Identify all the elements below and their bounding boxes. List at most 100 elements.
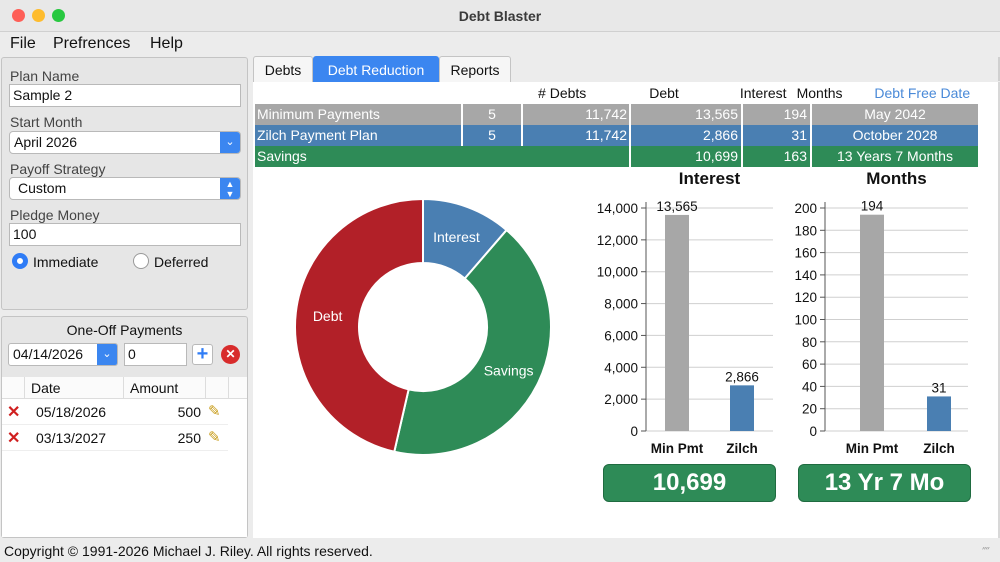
summary-row-minimum[interactable]: Minimum Payments 5 11,742 13,565 194 May… [255, 104, 978, 125]
remove-payment-icon[interactable]: ✕ [221, 345, 240, 364]
menu-help[interactable]: Help [150, 35, 183, 52]
one-off-payments-table: Date Amount ✕ 05/18/2026 500 ✎ ✕ 03/13/2… [2, 377, 247, 537]
row-debt: 11,742 [585, 127, 627, 143]
start-month-combo[interactable]: April 2026 ⌄ [9, 131, 241, 154]
column-header-amount[interactable]: Amount [124, 377, 206, 399]
row-debts: 5 [488, 127, 496, 143]
column-header-date[interactable]: Date [24, 377, 124, 399]
row-months: 194 [783, 106, 807, 122]
summary-row-savings[interactable]: Savings 10,699 163 13 Years 7 Months [255, 146, 978, 167]
row-date: 13 Years 7 Months [837, 148, 953, 164]
bar-chart-title: Interest [679, 169, 741, 188]
header-debt-free-date: Debt Free Date [847, 82, 998, 103]
bar-data-label: 194 [861, 199, 884, 214]
delete-row-icon[interactable]: ✕ [7, 404, 21, 421]
deferred-label: Deferred [154, 254, 209, 270]
window-title: Debt Blaster [458, 8, 542, 24]
menu-bar: File Prefrences Help [0, 33, 1000, 57]
one-off-amount-input[interactable]: 0 [124, 343, 187, 366]
pledge-money-input[interactable]: 100 [9, 223, 241, 246]
start-month-label: Start Month [10, 114, 83, 130]
y-tick-label: 6,000 [604, 328, 638, 343]
one-off-date-picker[interactable]: 04/14/2026 ⌄ [8, 343, 118, 366]
donut-slice-savings [393, 228, 552, 456]
minimize-window-icon[interactable] [32, 9, 45, 22]
y-tick-label: 160 [794, 246, 817, 261]
y-tick-label: 100 [794, 313, 817, 328]
menu-file[interactable]: File [10, 35, 36, 52]
interest-bar-chart: Interest 0 2,000 4,000 6,000 8,000 10,000 12,00… [597, 169, 773, 456]
savings-donut-chart: Interest Savings Debt [294, 197, 552, 456]
debt-reduction-view: # Debts Debt Interest Months Debt Free D… [253, 82, 998, 538]
header-debts: # Debts [438, 82, 593, 103]
resize-grip-icon[interactable]: ⁗ [982, 545, 990, 559]
table-header: Date Amount [2, 377, 247, 399]
tab-debt-reduction[interactable]: Debt Reduction [313, 56, 439, 82]
row-amount: 500 [177, 404, 201, 420]
tab-reports[interactable]: Reports [439, 56, 511, 82]
immediate-label: Immediate [33, 254, 99, 270]
chevron-down-icon[interactable]: ⌄ [220, 132, 240, 153]
bar-zilch [927, 396, 951, 431]
zoom-window-icon[interactable] [52, 9, 65, 22]
start-month-value: April 2026 [14, 134, 78, 150]
y-tick-label: 2,000 [604, 392, 638, 407]
payoff-strategy-label: Payoff Strategy [10, 161, 106, 177]
row-name: Savings [257, 148, 307, 164]
header-interest: Interest [683, 82, 793, 103]
bar-min-pmt [860, 214, 884, 431]
time-saved-total: 13 Yr 7 Mo [798, 464, 971, 502]
add-payment-icon[interactable]: + [192, 344, 213, 365]
months-bar-chart: Months 0 20 40 60 80 100 120 140 160 180 200 194 Min … [794, 169, 968, 456]
donut-label-interest: Interest [433, 229, 480, 245]
payoff-strategy-select[interactable]: Custom ▲ ▼ [9, 177, 241, 200]
plan-name-label: Plan Name [10, 68, 80, 84]
deferred-radio[interactable] [133, 253, 149, 269]
table-row[interactable]: ✕ 05/18/2026 500 ✎ [2, 400, 228, 425]
donut-label-savings: Savings [484, 362, 534, 378]
row-months: 163 [783, 148, 807, 164]
chevron-down-icon[interactable]: ⌄ [97, 344, 117, 365]
y-tick-label: 8,000 [604, 297, 638, 312]
tab-debts[interactable]: Debts [253, 56, 313, 82]
column-divider [228, 377, 229, 399]
edit-pencil-icon[interactable]: ✎ [208, 403, 221, 420]
summary-table: # Debts Debt Interest Months Debt Free D… [255, 82, 998, 103]
table-row[interactable]: ✕ 03/13/2027 250 ✎ [2, 426, 228, 451]
y-tick-label: 12,000 [597, 233, 638, 248]
tab-bar-edge [998, 57, 1000, 81]
plan-name-input[interactable]: Sample 2 [9, 84, 241, 107]
delete-row-icon[interactable]: ✕ [7, 430, 21, 447]
copyright-status: Copyright © 1991-2026 Michael J. Riley. … [4, 543, 373, 559]
bar-category-label: Min Pmt [651, 441, 704, 456]
header-months: Months [791, 82, 849, 103]
menu-preferences[interactable]: Prefrences [53, 35, 131, 52]
row-date: 03/13/2027 [36, 430, 107, 446]
y-tick-label: 40 [802, 379, 817, 394]
immediate-radio[interactable] [12, 253, 28, 269]
content-edge [998, 82, 1000, 538]
bar-category-label: Zilch [923, 441, 955, 456]
one-off-payments-title: One-Off Payments [66, 322, 183, 338]
bar-data-label: 13,565 [656, 199, 697, 214]
row-date: October 2028 [852, 127, 938, 143]
y-tick-label: 80 [802, 335, 817, 350]
row-debts: 5 [488, 106, 496, 122]
interest-saved-total: 10,699 [603, 464, 776, 502]
y-tick-label: 200 [794, 201, 817, 216]
row-name: Minimum Payments [257, 106, 380, 122]
summary-row-zilch[interactable]: Zilch Payment Plan 5 11,742 2,866 31 Oct… [255, 125, 978, 146]
y-tick-label: 20 [802, 402, 817, 417]
one-off-payments-panel: One-Off Payments 04/14/2026 ⌄ 0 + ✕ Date… [1, 316, 248, 538]
bar-data-label: 31 [931, 380, 946, 395]
y-tick-label: 0 [809, 424, 817, 439]
up-down-chevron-icon[interactable]: ▲ ▼ [220, 178, 240, 199]
row-amount: 250 [177, 430, 201, 446]
header-debt: Debt [591, 82, 685, 103]
row-name: Zilch Payment Plan [257, 127, 378, 143]
row-interest: 13,565 [695, 106, 738, 122]
edit-pencil-icon[interactable]: ✎ [208, 429, 221, 446]
close-window-icon[interactable] [12, 9, 25, 22]
y-tick-label: 14,000 [597, 201, 638, 216]
